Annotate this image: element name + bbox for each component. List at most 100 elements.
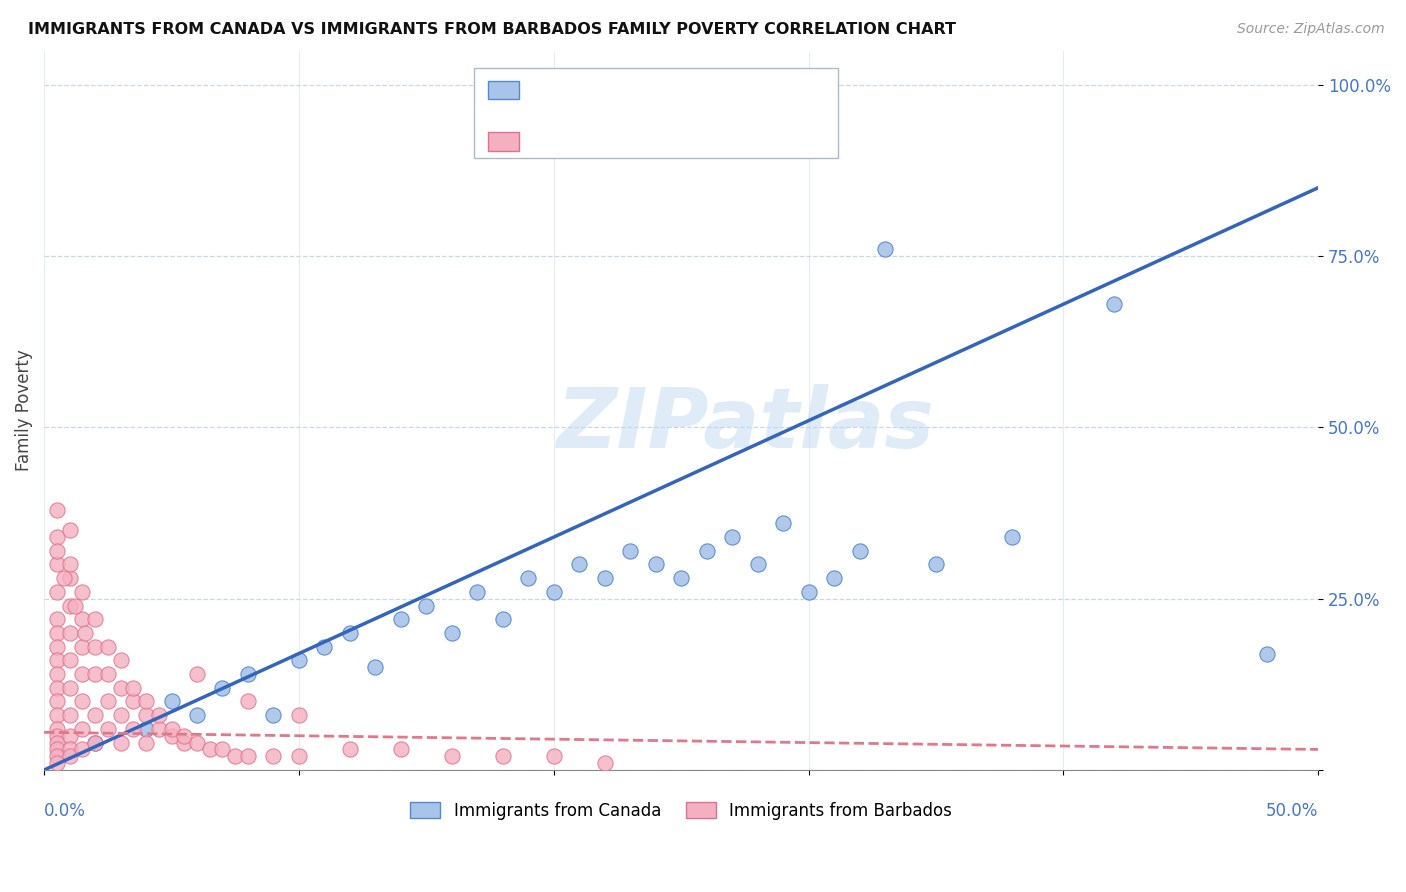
Point (148, 722, 170, 736)
Point (262, 749, 284, 764)
Point (110, 681, 132, 695)
Point (823, 571, 845, 585)
Point (58, 571, 80, 585)
Point (236, 667, 259, 681)
Point (173, 729, 195, 743)
Point (389, 742, 412, 756)
Point (593, 571, 616, 585)
Point (97, 640, 120, 654)
Point (1256, 647, 1278, 661)
Point (339, 742, 361, 756)
Point (45, 502, 67, 516)
Point (45, 694, 67, 708)
Point (122, 694, 145, 708)
Point (110, 708, 132, 723)
Point (73, 626, 96, 640)
Point (45, 729, 67, 743)
Point (58, 729, 80, 743)
Point (84, 736, 107, 750)
Point (45, 585, 67, 599)
Point (72, 640, 94, 654)
Point (211, 742, 233, 756)
Point (110, 736, 132, 750)
Point (135, 694, 157, 708)
Point (160, 722, 183, 736)
Point (84, 640, 107, 654)
Point (568, 558, 591, 572)
Point (186, 736, 208, 750)
Text: R = -0.020   N = 82: R = -0.020 N = 82 (527, 131, 704, 149)
Point (236, 694, 259, 708)
Point (84, 736, 107, 750)
Point (45, 653, 67, 667)
Point (211, 681, 233, 695)
Point (721, 530, 744, 544)
Point (97, 722, 120, 736)
Point (747, 558, 769, 572)
Point (160, 729, 183, 743)
Point (72, 722, 94, 736)
Point (45, 742, 67, 756)
Point (72, 742, 94, 756)
Point (696, 543, 718, 558)
Point (97, 694, 120, 708)
Point (236, 749, 259, 764)
Point (517, 571, 540, 585)
Text: 0.0%: 0.0% (44, 803, 86, 821)
Point (53, 571, 76, 585)
Point (58, 558, 80, 572)
Point (84, 667, 107, 681)
Point (97, 667, 120, 681)
Point (492, 612, 515, 626)
Point (122, 722, 145, 736)
Point (58, 523, 80, 537)
Point (186, 708, 208, 723)
Point (135, 736, 157, 750)
Point (122, 681, 145, 695)
Point (186, 667, 208, 681)
Point (72, 667, 94, 681)
Point (58, 653, 80, 667)
Point (288, 749, 311, 764)
Point (135, 708, 157, 723)
Point (262, 708, 284, 723)
Point (593, 756, 616, 771)
Point (543, 749, 565, 764)
Point (110, 653, 132, 667)
Point (173, 736, 195, 750)
Point (72, 585, 94, 599)
Point (669, 571, 692, 585)
Point (925, 558, 948, 572)
Point (772, 516, 794, 531)
Point (314, 640, 336, 654)
Point (58, 626, 80, 640)
Point (389, 612, 412, 626)
Point (45, 736, 67, 750)
Point (364, 660, 387, 674)
Point (45, 722, 67, 736)
Point (160, 694, 183, 708)
Legend: Immigrants from Canada, Immigrants from Barbados: Immigrants from Canada, Immigrants from … (404, 795, 959, 826)
Point (45, 681, 67, 695)
Point (45, 558, 67, 572)
Point (45, 543, 67, 558)
Text: IMMIGRANTS FROM CANADA VS IMMIGRANTS FROM BARBADOS FAMILY POVERTY CORRELATION CH: IMMIGRANTS FROM CANADA VS IMMIGRANTS FRO… (28, 22, 956, 37)
Point (415, 599, 437, 613)
Y-axis label: Family Poverty: Family Poverty (15, 350, 32, 471)
Point (440, 749, 463, 764)
Point (72, 612, 94, 626)
Point (1104, 297, 1126, 311)
Point (63, 599, 86, 613)
Text: ZIPatlas: ZIPatlas (555, 384, 934, 466)
Point (45, 612, 67, 626)
Point (58, 681, 80, 695)
Point (198, 742, 221, 756)
Point (288, 653, 311, 667)
Point (45, 530, 67, 544)
Point (619, 543, 641, 558)
Text: R =  0.749   N = 36: R = 0.749 N = 36 (527, 77, 704, 95)
Point (45, 756, 67, 771)
Point (135, 722, 157, 736)
Point (72, 694, 94, 708)
Point (45, 708, 67, 723)
